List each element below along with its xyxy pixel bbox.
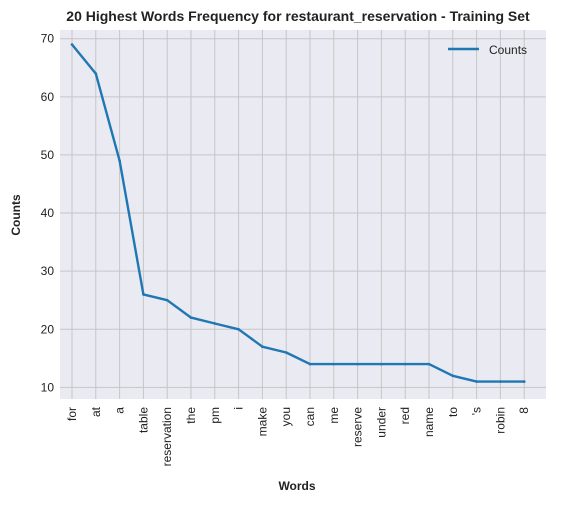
- y-tick-label: 20: [41, 322, 55, 336]
- series-layer: [70, 43, 526, 383]
- data-point: [142, 293, 145, 296]
- legend: Counts: [448, 43, 527, 57]
- data-point: [189, 316, 193, 319]
- data-point: [522, 380, 526, 383]
- data-point: [332, 362, 336, 366]
- plot-area: [60, 30, 546, 399]
- data-point: [261, 345, 264, 349]
- data-point: [451, 374, 455, 378]
- data-point: [213, 322, 217, 325]
- legend-label: Counts: [489, 43, 527, 57]
- x-tick-label: reserve: [351, 407, 365, 447]
- x-tick-label: at: [89, 406, 103, 417]
- x-tick-label: under: [374, 407, 388, 438]
- x-tick-label: me: [327, 407, 341, 424]
- x-tick-label: to: [446, 407, 460, 417]
- y-tick-label: 60: [41, 90, 55, 104]
- grid-lines: [60, 30, 546, 399]
- data-point: [70, 43, 74, 46]
- x-tick-label: table: [136, 407, 150, 433]
- x-tick-label: 's: [470, 407, 484, 415]
- x-tick-label: red: [398, 407, 412, 424]
- data-point: [380, 362, 383, 366]
- data-point: [165, 298, 169, 302]
- data-point: [284, 351, 288, 354]
- data-point: [427, 362, 431, 366]
- x-axis-label: Words: [278, 479, 315, 493]
- x-tick-label: i: [232, 407, 246, 410]
- data-point: [475, 380, 478, 383]
- data-point: [308, 362, 312, 366]
- x-tick-label: for: [65, 407, 79, 421]
- x-tick-label: robin: [493, 407, 507, 434]
- y-axis-ticks: 10 20 30 40 50 60 70: [41, 32, 55, 395]
- chart-title: 20 Highest Words Frequency for restauran…: [66, 8, 530, 24]
- y-axis-label: Counts: [9, 194, 23, 236]
- y-tick-label: 70: [41, 32, 55, 46]
- x-tick-label: you: [279, 407, 293, 426]
- data-point: [237, 327, 240, 331]
- data-point: [118, 159, 121, 163]
- x-tick-label: a: [113, 407, 127, 414]
- x-tick-label: make: [255, 407, 269, 437]
- x-tick-label: can: [303, 407, 317, 426]
- y-tick-label: 40: [41, 206, 55, 220]
- x-tick-label: pm: [208, 407, 222, 424]
- series-line-counts: [70, 43, 526, 383]
- x-tick-label: reservation: [160, 407, 174, 466]
- data-point: [94, 72, 98, 75]
- data-point: [356, 362, 359, 366]
- x-tick-label: 8: [517, 407, 531, 414]
- data-point: [403, 362, 407, 366]
- x-axis-ticks: for at a table reservation the pm i make you can me…: [65, 406, 531, 466]
- x-tick-label: name: [422, 407, 436, 437]
- data-point: [499, 380, 502, 383]
- y-tick-label: 10: [41, 380, 55, 394]
- y-tick-label: 30: [41, 264, 55, 278]
- x-tick-label: the: [184, 407, 198, 424]
- y-tick-label: 50: [41, 148, 55, 162]
